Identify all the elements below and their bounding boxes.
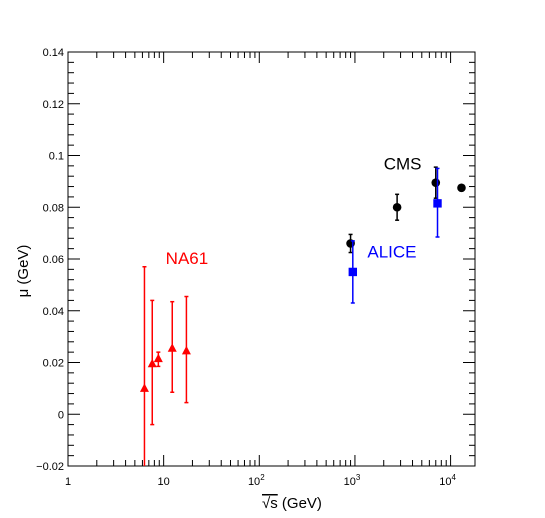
x-tick-label: 102: [248, 473, 265, 488]
y-tick-label: 0.08: [43, 202, 64, 214]
na61-point: [139, 383, 149, 392]
y-tick-label: 0.06: [43, 254, 64, 266]
alice-point: [348, 267, 358, 277]
y-axis-title: μ (GeV): [15, 245, 32, 298]
cms-point: [392, 202, 402, 212]
x-axis-title: √s (GeV): [262, 495, 322, 512]
alice-point: [433, 199, 442, 208]
x-tick-label: 10: [158, 476, 170, 488]
cms-label: CMS: [384, 155, 422, 174]
y-tick-label: 0.02: [43, 358, 64, 370]
na61-point: [181, 345, 191, 355]
na61-point: [167, 343, 177, 352]
alice-label: ALICE: [367, 243, 416, 262]
cms-point: [457, 183, 466, 193]
na61-label: NA61: [166, 249, 209, 268]
y-tick-label: 0.04: [43, 306, 64, 318]
x-tick-label: 104: [439, 473, 456, 488]
y-tick-label: −0.02: [36, 461, 64, 473]
x-tick-label: 1: [65, 476, 71, 488]
cms-point: [431, 178, 441, 187]
y-tick-label: 0.1: [49, 151, 64, 163]
y-tick-label: 0.14: [43, 47, 64, 59]
y-tick-label: 0.12: [43, 99, 64, 111]
na61-point: [153, 353, 163, 363]
na61-point: [147, 358, 157, 368]
x-tick-label: 103: [344, 473, 361, 488]
y-tick-label: 0: [58, 409, 64, 421]
